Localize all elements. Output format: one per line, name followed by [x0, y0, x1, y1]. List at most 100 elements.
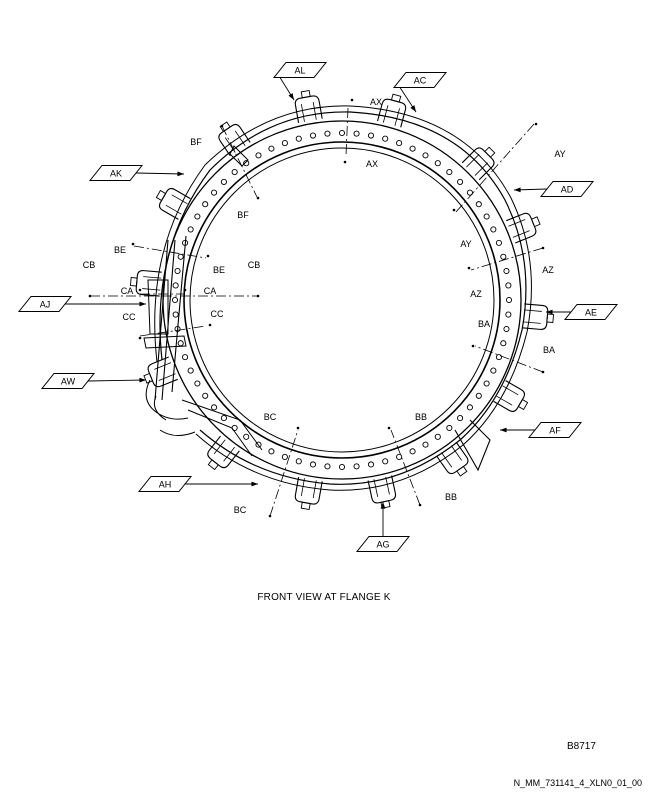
section-label-ax: AX	[366, 159, 378, 169]
leader-arrowhead	[177, 171, 184, 177]
bolt-hole	[255, 441, 262, 448]
callout-label: AC	[414, 76, 427, 86]
section-label-ba: BA	[543, 345, 555, 355]
section-label-az: AZ	[470, 289, 482, 299]
bolt-hole	[187, 367, 194, 374]
bolt-hole	[353, 463, 360, 470]
nozzle-port	[155, 187, 191, 220]
bolt-hole	[505, 296, 513, 304]
bolt-hole	[457, 178, 464, 185]
section-line-ba	[474, 345, 544, 373]
bolt-hole	[202, 392, 209, 399]
leader-arrowhead	[251, 481, 258, 487]
leader-arrowhead	[139, 377, 146, 383]
section-arrow-ax	[350, 98, 354, 102]
bolt-hole	[466, 189, 473, 196]
bolt-hole	[243, 433, 250, 440]
callout-box	[40, 373, 96, 389]
callout-box	[539, 181, 595, 197]
inner-ring-lip	[189, 147, 495, 453]
bolt-hole	[396, 140, 403, 147]
section-arrow-bf	[220, 124, 224, 128]
section-label-be: BE	[213, 265, 225, 275]
bolt-hole	[187, 226, 194, 233]
bolt-hole	[495, 239, 502, 246]
section-line-ax	[345, 107, 349, 157]
bolt-hole	[483, 213, 490, 220]
section-label-ba: BA	[478, 319, 490, 329]
bolt-hole	[268, 145, 275, 152]
section-arrow-bb	[387, 426, 391, 430]
bolt-hole	[475, 201, 482, 208]
nozzle-port	[129, 270, 162, 297]
section-arrow-ba	[541, 370, 545, 374]
section-label-cc: CC	[211, 309, 224, 319]
bottom-right-flange	[454, 419, 491, 472]
section-line-az	[470, 247, 544, 271]
section-arrow-ax	[343, 160, 347, 164]
bolt-hole	[268, 448, 275, 455]
section-arrow-be	[131, 242, 135, 246]
section-arrow-az	[541, 246, 545, 250]
nozzle-port	[376, 93, 407, 128]
bolt-hole	[220, 178, 227, 185]
section-arrow-ca	[138, 288, 142, 292]
callout-box	[17, 296, 73, 312]
section-arrow-cc	[138, 336, 142, 340]
bolt-hole	[503, 267, 510, 275]
section-label-bf: BF	[190, 137, 202, 147]
nozzle-port	[294, 477, 323, 510]
nozzle-port	[522, 303, 555, 330]
bolt-hole	[295, 458, 302, 465]
leader-arrowhead	[410, 105, 416, 112]
bolt-hole	[382, 135, 389, 142]
bolt-hole	[409, 448, 416, 455]
nozzle-port	[506, 212, 541, 244]
figure-number: B8717	[567, 741, 596, 752]
nozzle-port	[367, 475, 397, 509]
bolt-hole	[457, 415, 464, 422]
callout-box	[137, 476, 193, 492]
nozzle-port	[493, 380, 529, 413]
bolt-hole	[295, 135, 302, 142]
section-label-az: AZ	[542, 265, 554, 275]
callout-boxes: AL AC AK AD AJ AE AW AF AH AG	[17, 62, 619, 552]
section-line-bf	[221, 125, 258, 198]
outer-ring	[162, 120, 522, 480]
bolt-hole	[503, 325, 510, 333]
section-line-cc	[139, 325, 207, 337]
nozzle-port	[143, 356, 178, 388]
section-arrow-cb	[256, 294, 260, 298]
bolt-hole	[338, 129, 346, 137]
callout-leader	[87, 379, 147, 382]
bolt-hole	[309, 132, 317, 139]
bolt-hole	[338, 463, 346, 471]
section-arrow-bf	[256, 196, 260, 200]
section-arrow-cc	[208, 323, 212, 327]
callout-label: AE	[585, 308, 597, 318]
bolt-hole	[466, 404, 473, 411]
section-label-bf: BF	[237, 210, 249, 220]
bolt-hole	[495, 354, 502, 361]
bolt-hole	[324, 130, 331, 137]
bolt-hole	[505, 311, 512, 318]
ring-structure	[129, 90, 555, 510]
callout-label: AH	[159, 480, 172, 490]
callout-label: AF	[549, 426, 561, 436]
bolt-hole	[422, 441, 429, 448]
bolt-hole	[255, 152, 262, 159]
leader-arrowhead	[139, 301, 146, 307]
section-arrow-bc	[296, 426, 300, 430]
bolt-hole	[194, 380, 201, 387]
section-arrow-ba	[471, 344, 475, 348]
bolt-hole	[500, 253, 507, 260]
bolt-hole	[309, 461, 317, 468]
section-line-be	[133, 245, 207, 259]
bolt-hole	[500, 340, 507, 347]
left-clamp	[143, 335, 187, 349]
left-lower-pipe	[181, 399, 263, 457]
nozzle-port	[294, 90, 323, 123]
nozzle-ports	[129, 90, 555, 510]
bolt-hole	[490, 367, 497, 374]
